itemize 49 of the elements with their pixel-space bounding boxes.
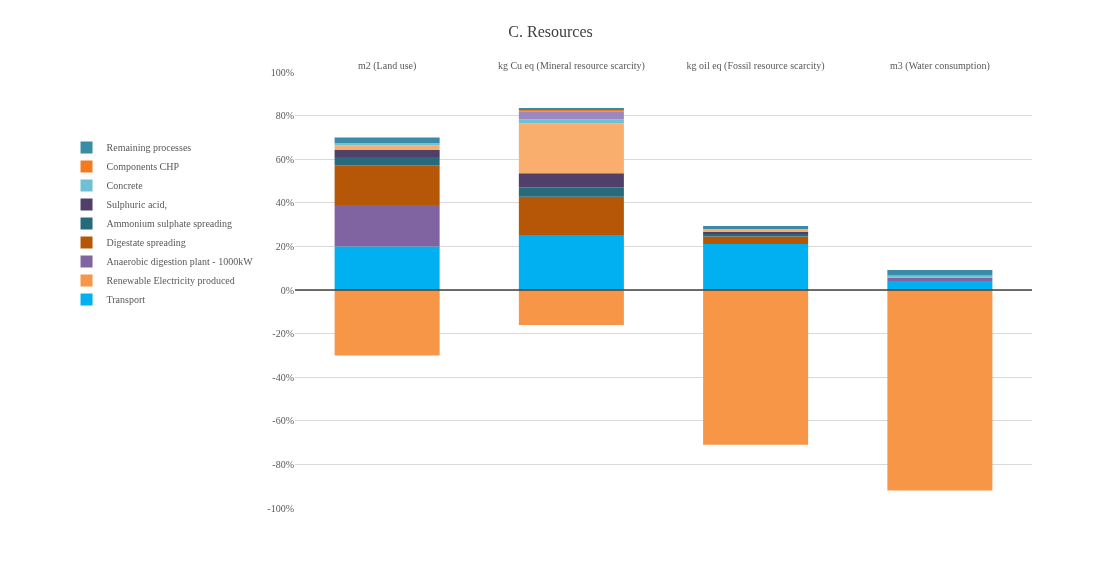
y-tick-label: -80% xyxy=(272,458,294,470)
y-tick-label: -40% xyxy=(272,371,294,383)
legend-label: Transport xyxy=(106,294,146,306)
x-tick-label: kg Cu eq (Mineral resource scarcity) xyxy=(497,60,645,72)
x-tick-label: m2 (Land use) xyxy=(357,60,417,72)
bar xyxy=(887,290,993,491)
legend-label: Anaerobic digestion plant - 1000kW xyxy=(106,256,254,268)
bar xyxy=(334,157,440,166)
y-tick-label: -100% xyxy=(267,502,294,514)
y-tick-label: 100% xyxy=(270,66,294,78)
bar xyxy=(518,173,624,188)
bar xyxy=(334,204,440,247)
bar xyxy=(887,275,993,278)
bar xyxy=(703,290,809,445)
bar xyxy=(334,143,440,146)
bar xyxy=(334,150,440,158)
bar xyxy=(887,277,993,282)
y-tick-label: 40% xyxy=(275,197,294,209)
bar xyxy=(518,187,624,197)
legend-label: Remaining processes xyxy=(106,142,192,154)
bar xyxy=(887,269,993,276)
bar xyxy=(334,145,440,151)
legend-label: Renewable Electricity produced xyxy=(106,275,235,287)
bar xyxy=(334,290,440,356)
bar xyxy=(518,111,624,120)
y-tick-label: -60% xyxy=(272,415,294,427)
bar xyxy=(518,235,624,290)
legend-label: Ammonium sulphate spreading xyxy=(106,218,233,230)
legend-label: Sulphuric acid, xyxy=(106,199,168,211)
legend-label: Components CHP xyxy=(106,161,180,173)
y-tick-label: 20% xyxy=(275,240,294,252)
bar xyxy=(518,123,624,174)
bar xyxy=(703,236,809,244)
y-tick-label: 0% xyxy=(280,284,294,296)
y-tick-label: 60% xyxy=(275,153,294,165)
x-tick-label: kg oil eq (Fossil resource scarcity) xyxy=(686,60,825,72)
bar xyxy=(518,196,624,236)
legend-label: Digestate spreading xyxy=(106,237,186,249)
y-tick-label: 80% xyxy=(275,110,294,122)
bar xyxy=(703,244,809,290)
bar xyxy=(518,290,624,325)
chart-title: C. Resources xyxy=(508,22,593,40)
legend-label: Concrete xyxy=(106,180,144,192)
bar xyxy=(518,119,624,124)
bar xyxy=(703,228,809,233)
x-tick-label: m3 (Water consumption) xyxy=(890,60,990,72)
y-tick-label: -20% xyxy=(272,328,294,340)
bar xyxy=(334,246,440,290)
bar xyxy=(334,165,440,205)
